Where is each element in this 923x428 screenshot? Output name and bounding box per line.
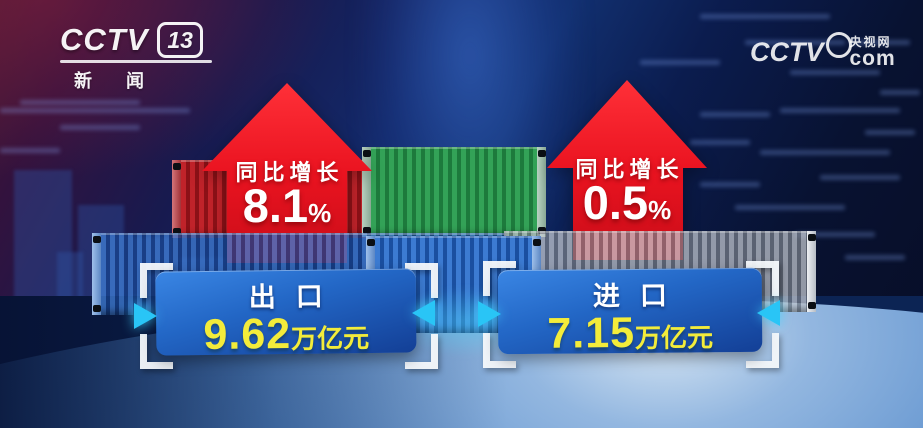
export-panel-frame xyxy=(140,263,438,369)
digital-text-row xyxy=(845,255,905,260)
bracket-corner-icon xyxy=(405,263,438,298)
bracket-corner-icon xyxy=(746,333,779,368)
digital-text-row xyxy=(865,130,915,135)
digital-text-row xyxy=(880,90,920,95)
channel-logo: CCTV 13 新闻 xyxy=(60,22,230,93)
watermark-logo: CCTV 央视网 com xyxy=(750,32,896,72)
watermark-name: CCTV xyxy=(750,36,824,67)
export-panel: 出口 9.62万亿元 xyxy=(155,268,417,359)
bracket-corner-icon xyxy=(405,334,438,369)
export-value-row: 9.62万亿元 xyxy=(156,308,417,360)
import-growth-value: 0.5% xyxy=(547,178,707,227)
channel-number-badge: 13 xyxy=(157,22,203,58)
cyan-arrow-left-icon xyxy=(757,300,780,326)
arrow-up-shape xyxy=(202,83,372,263)
digital-text-row xyxy=(820,175,900,180)
import-growth-percent-sign: % xyxy=(648,195,672,225)
import-growth-number: 0.5 xyxy=(582,176,649,229)
bracket-corner-icon xyxy=(140,263,173,298)
digital-text-row xyxy=(640,60,720,65)
channel-name: CCTV xyxy=(60,22,149,57)
arrow-up-shape xyxy=(547,80,707,260)
digital-text-row xyxy=(690,140,750,145)
cyan-arrow-left-icon xyxy=(412,300,435,326)
digital-text-row xyxy=(780,108,900,113)
bracket-corner-icon xyxy=(483,333,516,368)
import-unit: 万亿元 xyxy=(634,322,714,353)
digital-text-row xyxy=(60,125,140,130)
import-value: 7.15 xyxy=(547,308,636,358)
watermark-ring-icon xyxy=(825,32,852,58)
export-growth-arrow-up-icon: 同比增长 8.1% xyxy=(202,83,372,263)
cyan-arrow-right-icon xyxy=(478,301,501,327)
digital-text-row xyxy=(760,150,890,155)
export-growth-percent-sign: % xyxy=(308,198,332,228)
export-growth-number: 8.1 xyxy=(242,179,309,232)
digital-text-row xyxy=(795,232,875,237)
import-growth-arrow-up-icon: 同比增长 0.5% xyxy=(547,80,707,260)
digital-text-row xyxy=(850,40,910,45)
watermark-site: 央视网 xyxy=(849,34,892,49)
green-container xyxy=(362,147,546,237)
digital-text-row xyxy=(700,112,770,117)
bracket-corner-icon xyxy=(483,261,516,296)
digital-text-row xyxy=(700,14,830,19)
import-panel: 进口 7.15万亿元 xyxy=(497,267,763,358)
import-panel-frame xyxy=(483,261,779,368)
channel-logo-underline xyxy=(60,60,212,63)
export-growth-label: 同比增长 xyxy=(235,160,344,185)
digital-text-row xyxy=(20,100,140,105)
cyan-arrow-right-icon xyxy=(134,303,157,329)
bracket-corner-icon xyxy=(746,261,779,296)
digital-text-row xyxy=(790,70,880,75)
bracket-corner-icon xyxy=(140,334,173,369)
export-unit: 万亿元 xyxy=(290,322,370,354)
digital-text-row xyxy=(735,205,845,210)
export-value: 9.62 xyxy=(203,309,292,360)
import-growth-label: 同比增长 xyxy=(575,157,684,182)
digital-text-row xyxy=(700,182,760,187)
digital-text-row xyxy=(0,148,60,153)
channel-subtitle: 新闻 xyxy=(74,71,178,91)
watermark-domain: com xyxy=(849,46,896,70)
import-value-row: 7.15万亿元 xyxy=(498,308,762,359)
digital-text-row xyxy=(745,40,845,45)
export-growth-value: 8.1% xyxy=(202,181,372,230)
digital-text-row xyxy=(0,108,190,113)
